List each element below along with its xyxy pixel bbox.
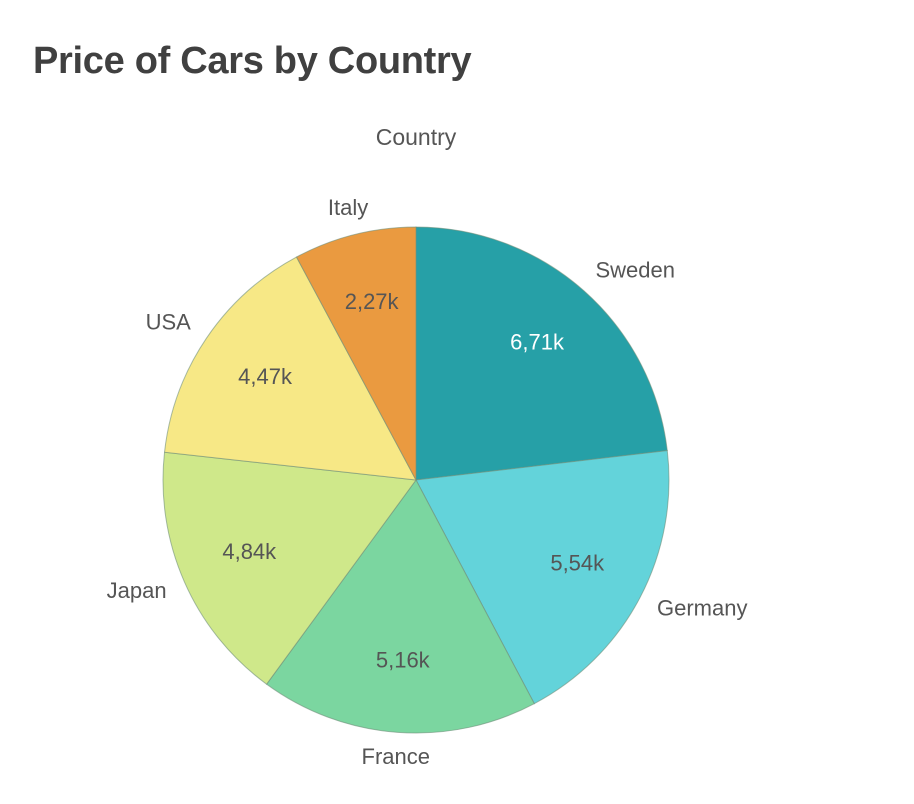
pie-labels: 6,71k Sweden 5,54k Germany 5,16k France 4,84k J… xyxy=(107,195,748,769)
value-label-sweden: 6,71k xyxy=(510,330,565,355)
pie-slices xyxy=(162,226,670,734)
category-label-sweden: Sweden xyxy=(595,257,675,282)
value-label-italy: 2,27k xyxy=(345,289,400,314)
pie-slice-sweden[interactable] xyxy=(415,226,668,481)
value-label-france: 5,16k xyxy=(376,647,431,672)
value-label-japan: 4,84k xyxy=(222,539,277,564)
category-label-usa: USA xyxy=(146,310,192,335)
chart-title: Price of Cars by Country xyxy=(33,40,472,82)
legend-title: Country xyxy=(375,124,457,150)
pie-slice-germany[interactable] xyxy=(415,450,670,705)
category-label-france: France xyxy=(362,744,430,769)
pie-slice-italy[interactable] xyxy=(295,226,417,481)
category-label-italy: Italy xyxy=(328,195,368,220)
pie-slice-france[interactable] xyxy=(265,479,535,734)
pie-slice-usa[interactable] xyxy=(163,256,417,481)
category-label-germany: Germany xyxy=(657,596,747,621)
pie-slice-japan[interactable] xyxy=(162,451,417,685)
value-label-germany: 5,54k xyxy=(550,551,605,576)
category-label-japan: Japan xyxy=(107,578,167,603)
value-label-usa: 4,47k xyxy=(238,364,293,389)
